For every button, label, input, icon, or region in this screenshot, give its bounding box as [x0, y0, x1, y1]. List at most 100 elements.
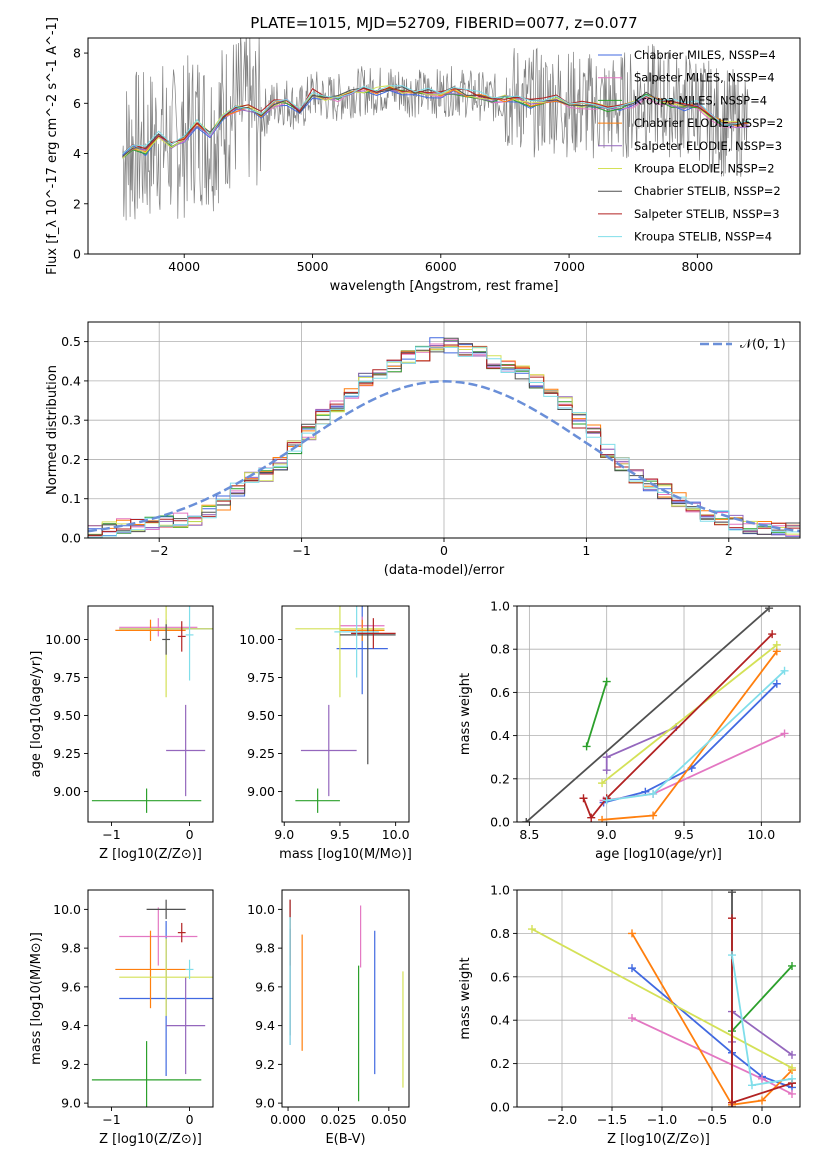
- x-tick-label: 0: [186, 827, 194, 842]
- y-tick-label: 9.6: [255, 979, 275, 994]
- plot-content: [528, 890, 796, 1107]
- data-point: [579, 794, 588, 803]
- data-point: [758, 1074, 766, 1083]
- data-point: [628, 964, 636, 973]
- x-tick-label: −1.5: [597, 1112, 627, 1127]
- x-axis-label: mass [log10(M/M⊙)]: [279, 847, 412, 862]
- y-tick-label: 10.00: [45, 632, 81, 647]
- x-tick-label: 0: [440, 543, 448, 558]
- data-point: [582, 742, 591, 751]
- data-point: [728, 1098, 736, 1107]
- y-tick-label: 0.2: [490, 1056, 510, 1071]
- y-tick-label: 0.2: [490, 771, 510, 786]
- data-point: [748, 1081, 756, 1090]
- y-tick-label: 9.8: [255, 941, 275, 956]
- legend-label: Kroupa MILES, NSSP=4: [634, 93, 767, 107]
- x-tick-label: 8000: [681, 259, 713, 274]
- y-axis-label: Normed distribution: [45, 365, 60, 495]
- y-tick-label: 10.0: [247, 902, 275, 917]
- y-tick-label: 8: [73, 46, 81, 61]
- y-tick-label: 9.4: [255, 1018, 275, 1033]
- x-axis-label: age [log10(age/yr)]: [595, 847, 722, 862]
- data-point: [772, 679, 781, 688]
- plot-area: [517, 890, 800, 1107]
- figure-title: PLATE=1015, MJD=52709, FIBERID=0077, z=0…: [250, 14, 637, 32]
- x-tick-label: −1: [292, 543, 310, 558]
- legend-label: Salpeter MILES, NSSP=4: [634, 71, 775, 85]
- y-tick-label: 0.8: [490, 926, 510, 941]
- panel-residuals: −2 −1 0 1 2 0.0 0.1 0.2 0.3 0.4 0.5 (data-model)/er…: [45, 321, 801, 578]
- histogram-series: [88, 344, 800, 537]
- series-line: [601, 644, 778, 784]
- plot-content: [295, 606, 396, 813]
- y-tick-label: 0.8: [490, 642, 510, 657]
- y-tick-label: 0.6: [490, 969, 510, 984]
- x-tick-label: 0.000: [270, 1112, 306, 1127]
- panel-massweight-vs-Z: −2.0 −1.5 −1.0 −0.5 0.0 0.0 0.2 0.4 0.6 0.8 1.0 Z […: [458, 883, 801, 1147]
- plot-area: [282, 606, 409, 822]
- y-axis-label: Flux [f_λ 10^-17 erg cm^-2 s^-1 A^-1]: [45, 17, 60, 275]
- data-point: [780, 666, 789, 675]
- panel-mass-vs-Z: −1 0 9.0 9.2 9.4 9.6 9.8 10.0 Z [log10(Z/Z⊙)] mas…: [29, 889, 214, 1147]
- y-axis-label: age [log10(age/yr)]: [29, 651, 44, 778]
- axes-frame: [87, 37, 801, 255]
- legend-label: Chabrier ELODIE, NSSP=2: [634, 116, 783, 130]
- y-tick-label: 0.1: [61, 491, 81, 506]
- x-tick-label: −1.0: [647, 1112, 677, 1127]
- plot-content: [522, 606, 789, 822]
- y-tick-label: 6: [73, 96, 81, 111]
- x-tick-label: 4000: [168, 259, 200, 274]
- y-tick-label: 0.0: [490, 1100, 510, 1115]
- data-point: [788, 1089, 796, 1098]
- y-tick-label: 0: [73, 247, 81, 262]
- y-tick-label: 9.25: [247, 746, 275, 761]
- legend-label: Chabrier MILES, NSSP=4: [634, 48, 776, 62]
- data-point: [602, 766, 611, 775]
- series-line: [631, 932, 793, 1106]
- x-tick-label: 8.5: [519, 827, 539, 842]
- data-point: [602, 796, 611, 805]
- x-tick-label: 5000: [297, 259, 329, 274]
- y-tick-label: 0.4: [61, 373, 81, 388]
- data-point: [598, 779, 607, 788]
- x-tick-label: 9.0: [274, 827, 294, 842]
- legend-label: Salpeter STELIB, NSSP=3: [634, 207, 780, 221]
- y-tick-label: 0.2: [61, 452, 81, 467]
- x-tick-label: 6000: [425, 259, 457, 274]
- y-tick-label: 9.75: [247, 670, 275, 685]
- legend-label: Kroupa STELIB, NSSP=4: [634, 230, 772, 244]
- model-line: [122, 87, 749, 154]
- data-point: [602, 677, 611, 686]
- y-tick-label: 4: [73, 146, 81, 161]
- plot-content: [91, 899, 213, 1107]
- y-tick-label: 10.00: [239, 632, 275, 647]
- panel-massweight-vs-age: 8.5 9.0 9.5 10.0 0.0 0.2 0.4 0.6 0.8 1.0 age [log1…: [458, 599, 801, 862]
- x-tick-label: 0.050: [371, 1112, 407, 1127]
- model-line: [122, 85, 749, 154]
- legend-label: Kroupa ELODIE, NSSP=2: [634, 162, 775, 176]
- x-tick-label: 9.5: [674, 827, 694, 842]
- legend-label: 𝒩(0, 1): [740, 336, 786, 351]
- data-point: [772, 640, 781, 649]
- data-point: [780, 729, 789, 738]
- x-tick-label: 1: [582, 543, 590, 558]
- y-tick-label: 1.0: [490, 599, 510, 614]
- x-tick-label: 0: [186, 1112, 194, 1127]
- data-point: [628, 929, 636, 938]
- x-tick-label: −2.0: [547, 1112, 577, 1127]
- data-point: [528, 925, 536, 934]
- y-tick-label: 0.0: [490, 815, 510, 830]
- x-tick-label: 7000: [553, 259, 585, 274]
- x-tick-label: 2: [725, 543, 733, 558]
- data-point: [788, 1074, 796, 1083]
- plot-area: [282, 890, 409, 1107]
- observed-spectrum: [122, 38, 749, 221]
- y-tick-label: 9.25: [53, 746, 81, 761]
- legend-label: Chabrier STELIB, NSSP=2: [634, 184, 781, 198]
- axes-frame: [516, 605, 801, 823]
- series-line: [582, 633, 773, 820]
- y-tick-label: 9.00: [247, 784, 275, 799]
- plot-content: [122, 38, 749, 221]
- data-point: [602, 753, 611, 762]
